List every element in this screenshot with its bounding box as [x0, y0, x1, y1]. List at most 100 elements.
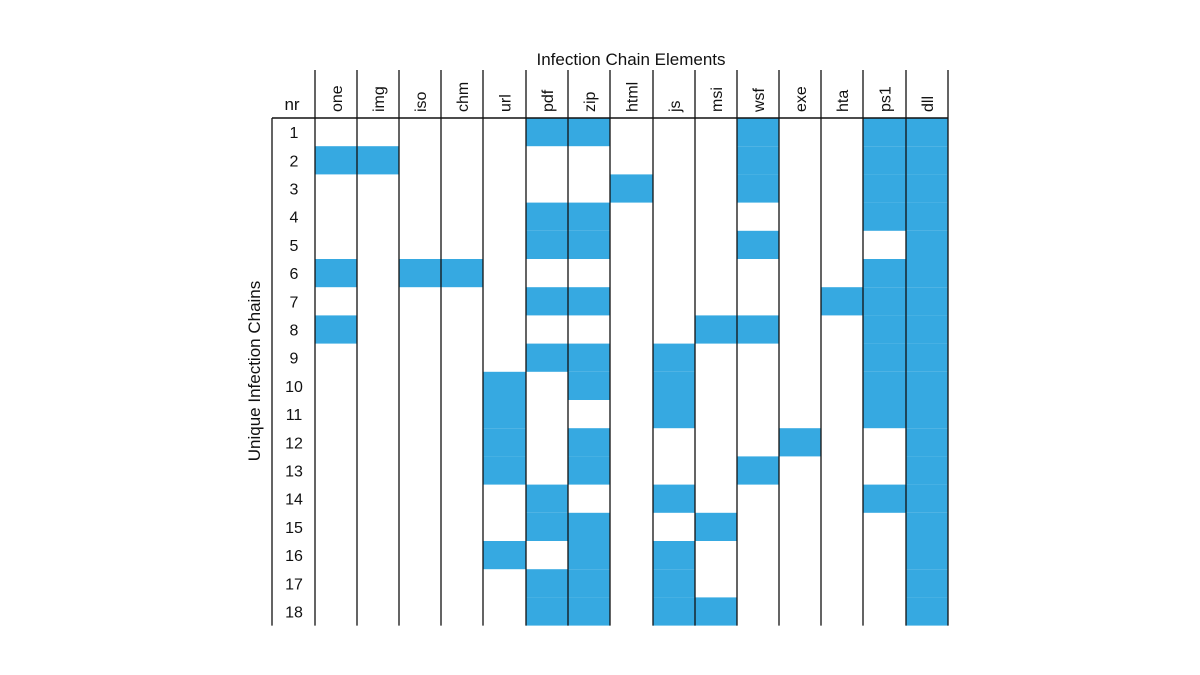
column-label-exe: exe [793, 86, 810, 112]
cell-10-zip [568, 371, 610, 400]
cell-15-msi [695, 512, 737, 541]
labels-layer: one img iso chm url pdf zip html js msi wsf exe hta p… [285, 82, 937, 622]
row-label-4: 4 [290, 210, 299, 227]
cell-12-url [483, 428, 526, 457]
row-label-11: 11 [286, 407, 303, 424]
cell-10-url [483, 371, 526, 400]
cell-8-one [315, 315, 357, 344]
cell-8-msi [695, 315, 737, 344]
cell-13-dll [906, 456, 948, 485]
cell-1-wsf [737, 118, 779, 147]
row-header-nr: nr [284, 95, 299, 114]
cell-11-url [483, 400, 526, 429]
cell-9-js [653, 343, 695, 372]
cell-2-dll [906, 146, 948, 175]
cell-1-pdf [526, 118, 568, 147]
column-label-chm: chm [455, 82, 472, 112]
cell-16-zip [568, 541, 610, 570]
row-label-7: 7 [290, 294, 299, 311]
cell-4-pdf [526, 202, 568, 231]
cell-3-ps1 [863, 174, 906, 203]
cell-5-dll [906, 230, 948, 259]
cell-16-dll [906, 541, 948, 570]
column-label-msi: msi [709, 87, 726, 112]
column-label-ps1: ps1 [878, 86, 895, 112]
cell-4-ps1 [863, 202, 906, 231]
row-label-6: 6 [290, 266, 299, 283]
column-label-dll: dll [920, 96, 937, 112]
cell-15-zip [568, 512, 610, 541]
cell-6-chm [441, 259, 483, 288]
cell-4-zip [568, 202, 610, 231]
cell-8-wsf [737, 315, 779, 344]
column-label-img: img [371, 86, 388, 112]
cell-11-js [653, 400, 695, 429]
cell-3-wsf [737, 174, 779, 203]
row-label-9: 9 [290, 351, 299, 368]
cell-10-dll [906, 371, 948, 400]
cell-14-pdf [526, 484, 568, 513]
cell-7-dll [906, 287, 948, 316]
row-label-15: 15 [285, 520, 303, 537]
cell-6-one [315, 259, 357, 288]
column-label-one: one [329, 85, 346, 112]
row-label-16: 16 [285, 548, 303, 565]
cell-14-dll [906, 484, 948, 513]
column-label-js: js [667, 100, 684, 113]
cell-13-wsf [737, 456, 779, 485]
column-label-url: url [498, 94, 515, 112]
cell-15-dll [906, 512, 948, 541]
cell-10-js [653, 371, 695, 400]
cell-1-ps1 [863, 118, 906, 147]
cell-2-one [315, 146, 357, 175]
cell-2-wsf [737, 146, 779, 175]
cell-18-js [653, 597, 695, 626]
cell-17-dll [906, 569, 948, 598]
cell-8-ps1 [863, 315, 906, 344]
cell-7-hta [821, 287, 863, 316]
column-label-pdf: pdf [540, 89, 557, 112]
cell-10-ps1 [863, 371, 906, 400]
cell-11-ps1 [863, 400, 906, 429]
cell-1-zip [568, 118, 610, 147]
cell-16-url [483, 541, 526, 570]
cell-6-dll [906, 259, 948, 288]
cell-5-pdf [526, 230, 568, 259]
cell-11-dll [906, 400, 948, 429]
cell-18-zip [568, 597, 610, 626]
row-label-18: 18 [285, 605, 303, 622]
cell-4-dll [906, 202, 948, 231]
cell-18-pdf [526, 597, 568, 626]
cell-2-img [357, 146, 399, 175]
cell-18-dll [906, 597, 948, 626]
row-label-10: 10 [285, 379, 303, 396]
cell-18-msi [695, 597, 737, 626]
cell-7-zip [568, 287, 610, 316]
cell-17-js [653, 569, 695, 598]
cell-12-dll [906, 428, 948, 457]
cell-9-zip [568, 343, 610, 372]
cells-layer [315, 118, 948, 626]
column-label-html: html [625, 82, 642, 112]
cell-12-zip [568, 428, 610, 457]
row-label-3: 3 [290, 182, 299, 199]
cell-9-dll [906, 343, 948, 372]
row-label-2: 2 [290, 153, 299, 170]
cell-9-ps1 [863, 343, 906, 372]
cell-5-wsf [737, 230, 779, 259]
cell-7-pdf [526, 287, 568, 316]
cell-17-pdf [526, 569, 568, 598]
chart-title: Infection Chain Elements [537, 50, 726, 69]
y-axis-label: Unique Infection Chains [245, 281, 264, 462]
row-label-17: 17 [285, 576, 303, 593]
cell-7-ps1 [863, 287, 906, 316]
column-label-wsf: wsf [751, 87, 768, 113]
cell-14-ps1 [863, 484, 906, 513]
column-label-iso: iso [413, 91, 430, 112]
row-label-8: 8 [290, 323, 299, 340]
column-label-zip: zip [582, 91, 599, 112]
row-label-13: 13 [285, 464, 303, 481]
cell-13-zip [568, 456, 610, 485]
row-label-14: 14 [285, 492, 303, 509]
